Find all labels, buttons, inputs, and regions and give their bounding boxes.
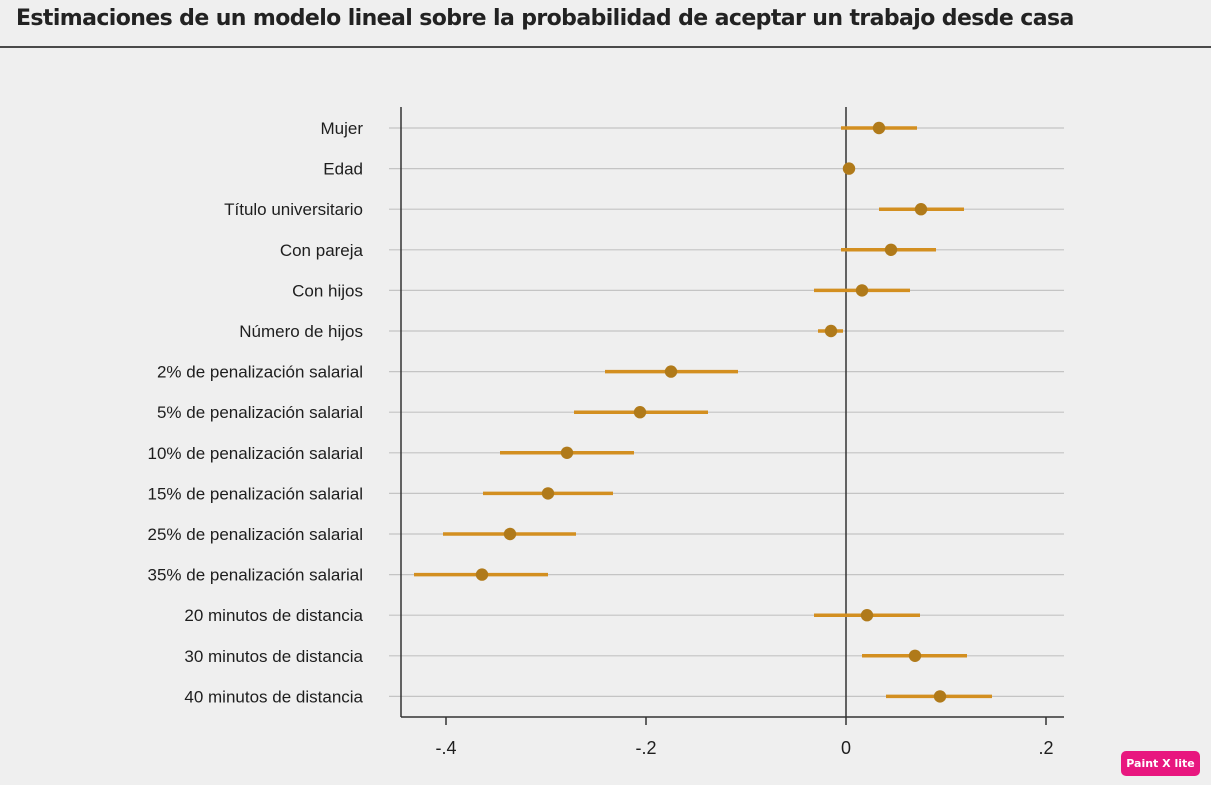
x-tick-label: 0 — [841, 738, 851, 758]
estimate-marks — [414, 121, 992, 703]
point-estimate — [908, 649, 922, 662]
title-bar: Estimaciones de un modelo lineal sobre l… — [0, 0, 1211, 48]
category-label: 2% de penalización salarial — [157, 363, 363, 382]
point-estimate — [933, 690, 947, 703]
category-label: 10% de penalización salarial — [148, 444, 363, 463]
category-label: 35% de penalización salarial — [148, 566, 363, 585]
point-estimate — [475, 568, 489, 581]
point-estimate — [664, 365, 678, 378]
category-label: Número de hijos — [239, 322, 363, 341]
point-estimate — [541, 487, 555, 500]
category-label: 40 minutos de distancia — [184, 687, 363, 706]
x-tick-label: -.2 — [635, 738, 656, 758]
category-label: 20 minutos de distancia — [184, 606, 363, 625]
category-label: Mujer — [320, 119, 363, 138]
category-label: Con pareja — [280, 241, 364, 260]
axes: -.4 -.2 0 .2 — [400, 107, 1064, 758]
point-estimate — [633, 406, 647, 419]
paint-x-lite-watermark: Paint X lite — [1121, 751, 1200, 776]
point-estimate — [860, 609, 874, 622]
x-tick-label: .2 — [1038, 738, 1053, 758]
point-estimate — [503, 527, 517, 541]
point-estimate — [824, 324, 838, 338]
point-estimate — [842, 162, 856, 175]
category-label: 25% de penalización salarial — [148, 525, 363, 544]
coefficient-plot: -.4 -.2 0 .2 Mujer Edad Título universitario C… — [148, 107, 1064, 758]
point-estimate — [560, 446, 574, 459]
category-label: 5% de penalización salarial — [157, 403, 363, 422]
x-tick-label: -.4 — [435, 738, 456, 758]
category-label: Edad — [323, 160, 363, 179]
category-label: 15% de penalización salarial — [148, 484, 363, 503]
category-labels: Mujer Edad Título universitario Con pareja C… — [148, 119, 364, 706]
point-estimate — [914, 203, 928, 216]
category-label: 30 minutos de distancia — [184, 647, 363, 666]
chart-title: Estimaciones de un modelo lineal sobre l… — [16, 6, 1074, 31]
point-estimate — [855, 284, 869, 297]
point-estimate — [884, 243, 898, 256]
point-estimate — [872, 121, 886, 135]
category-label: Título universitario — [224, 200, 363, 219]
category-label: Con hijos — [292, 281, 363, 300]
gridlines — [389, 127, 1064, 698]
